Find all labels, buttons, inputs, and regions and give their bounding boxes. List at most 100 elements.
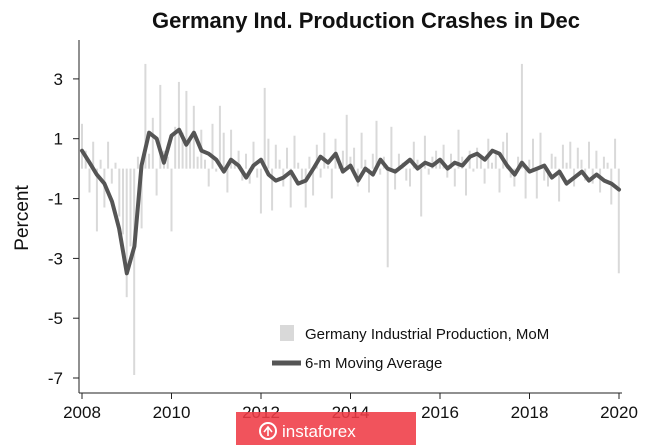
bar-mom-58 [297, 162, 300, 169]
watermark-text: instaforex [282, 422, 356, 441]
bar-mom-116 [513, 168, 516, 187]
bar-mom-118 [520, 63, 523, 169]
bar-mom-66 [327, 165, 329, 169]
bar-mom-143 [614, 138, 617, 169]
bar-mom-103 [465, 168, 467, 196]
bar-mom-61 [308, 156, 311, 169]
bar-mom-144 [617, 168, 620, 274]
bar-mom-91 [420, 168, 423, 217]
bar-mom-10 [118, 168, 121, 217]
bar-mom-5 [99, 159, 102, 169]
bar-mom-18 [148, 153, 151, 169]
bar-mom-35 [211, 123, 214, 169]
bar-mom-134 [580, 159, 583, 169]
x-tick-label-1: 2010 [153, 403, 191, 422]
bar-mom-121 [532, 138, 534, 169]
moving-average-series [80, 127, 621, 276]
bar-mom-24 [170, 168, 173, 232]
bar-mom-40 [230, 129, 233, 169]
bar-mom-0 [81, 123, 83, 169]
bar-mom-19 [151, 117, 154, 169]
y-tick-label-5: -7 [48, 369, 63, 388]
bar-mom-53 [278, 159, 281, 169]
bar-mom-60 [304, 168, 307, 208]
bar-mom-15 [136, 156, 139, 169]
bar-mom-2 [88, 168, 91, 193]
watermark-logo-icon [259, 422, 277, 440]
bar-mom-11 [122, 168, 124, 235]
bar-mom-100 [453, 168, 456, 187]
bar-mom-57 [293, 135, 296, 169]
bar-mom-88 [409, 168, 411, 187]
watermark: instaforex [236, 412, 416, 445]
bar-mom-73 [353, 147, 356, 169]
bar-mom-50 [267, 138, 270, 169]
bar-mom-97 [442, 144, 445, 169]
bar-mom-62 [312, 168, 315, 196]
bar-mom-25 [174, 126, 177, 169]
bar-mom-59 [300, 168, 303, 181]
bar-mom-17 [144, 63, 147, 169]
bar-mom-117 [517, 156, 520, 169]
bar-mom-79 [375, 120, 378, 169]
bar-mom-119 [524, 168, 527, 199]
chart-title: Germany Ind. Production Crashes in Dec [152, 8, 580, 33]
bar-mom-71 [345, 114, 348, 169]
bar-mom-3 [92, 141, 95, 169]
bar-mom-90 [416, 159, 419, 169]
y-tick-label-3: -3 [48, 249, 63, 268]
bar-mom-102 [461, 156, 464, 169]
bar-mom-47 [256, 168, 259, 178]
bar-mom-21 [159, 84, 162, 169]
bar-mom-85 [397, 153, 400, 169]
bar-mom-34 [207, 168, 210, 187]
bar-mom-80 [379, 168, 382, 175]
bar-mom-44 [245, 153, 247, 169]
bar-mom-52 [274, 144, 277, 169]
bar-mom-130 [565, 162, 568, 169]
bar-mom-115 [509, 168, 512, 178]
bar-mom-65 [323, 132, 326, 169]
bar-mom-89 [412, 141, 415, 169]
bar-mom-42 [237, 150, 240, 169]
y-axis-label: Percent [12, 185, 33, 251]
bar-mom-106 [476, 147, 479, 169]
bar-mom-138 [595, 150, 598, 169]
bar-mom-120 [528, 159, 531, 169]
x-tick-label-6: 2020 [600, 403, 638, 422]
bar-mom-14 [133, 168, 136, 375]
legend: Germany Industrial Production, MoM 6-m M… [272, 325, 549, 372]
bar-mom-75 [360, 132, 363, 169]
bar-mom-99 [450, 153, 452, 169]
bar-mom-27 [181, 132, 184, 169]
bar-mom-33 [204, 159, 206, 169]
bar-mom-107 [479, 156, 482, 169]
bar-mom-84 [394, 168, 397, 190]
bar-mom-139 [599, 168, 602, 193]
bar-mom-105 [472, 168, 475, 172]
bar-mom-20 [155, 168, 158, 196]
bar-mom-122 [535, 168, 538, 199]
bar-mom-8 [110, 168, 113, 184]
legend-bar-label: Germany Industrial Production, MoM [305, 326, 549, 343]
bar-mom-133 [576, 147, 579, 169]
bar-mom-112 [498, 168, 501, 193]
bar-mom-9 [114, 162, 117, 169]
bar-mom-63 [315, 144, 318, 169]
bar-mom-67 [330, 168, 333, 199]
bar-mom-41 [233, 162, 236, 169]
bar-mom-72 [349, 156, 352, 169]
bar-mom-129 [561, 144, 564, 169]
bar-mom-46 [252, 141, 255, 169]
y-tick-label-1: 1 [54, 130, 63, 149]
bar-mom-101 [457, 129, 460, 169]
bar-mom-92 [423, 135, 426, 169]
bar-mom-48 [259, 168, 262, 214]
bar-mom-110 [491, 162, 493, 169]
bar-mom-125 [547, 168, 549, 187]
bar-mom-128 [558, 168, 561, 202]
bar-mom-49 [263, 87, 266, 169]
y-axis-ticks: 3 1 -1 -3 -5 -7 [48, 70, 79, 388]
bar-mom-93 [427, 168, 430, 175]
bar-mom-4 [95, 168, 98, 232]
